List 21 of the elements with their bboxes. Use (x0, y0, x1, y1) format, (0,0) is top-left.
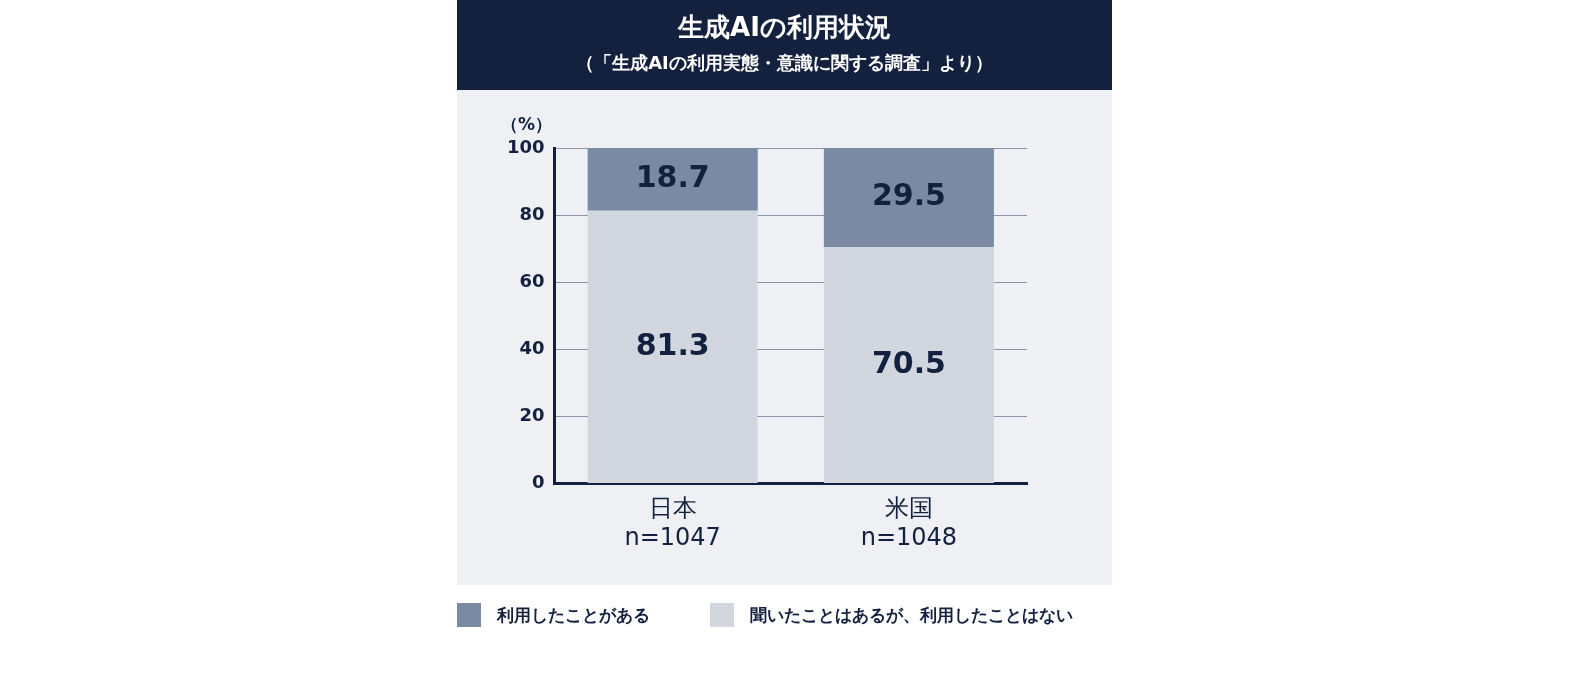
data-label: 29.5 (871, 177, 946, 213)
y-tick-label: 40 (519, 336, 545, 358)
x-tick-label: 米国 n=1048 (860, 494, 958, 551)
y-tick-label: 60 (519, 269, 545, 291)
bar (587, 148, 758, 211)
y-tick-label: 100 (507, 135, 545, 157)
y-tick-label: 0 (532, 471, 545, 493)
bar (823, 148, 994, 247)
bar (587, 210, 758, 483)
y-tick-label: 80 (519, 202, 545, 224)
data-label: 18.7 (635, 159, 710, 195)
legend-label: 聞いたことはあるが、利用したことはない (750, 603, 1073, 627)
y-axis-title: （%） (501, 113, 553, 134)
chart-title: 生成AIの利用状況 (676, 11, 892, 44)
data-label: 81.3 (635, 326, 710, 362)
chart-subtitle: （「生成AIの利用実態・意識に関する調査」より） (575, 51, 994, 75)
bar (823, 246, 994, 483)
legend-label: 利用したことがある (497, 603, 650, 627)
x-tick-label: 日本 n=1047 (624, 494, 721, 551)
y-tick-label: 20 (519, 403, 545, 425)
data-label: 70.5 (871, 344, 946, 380)
